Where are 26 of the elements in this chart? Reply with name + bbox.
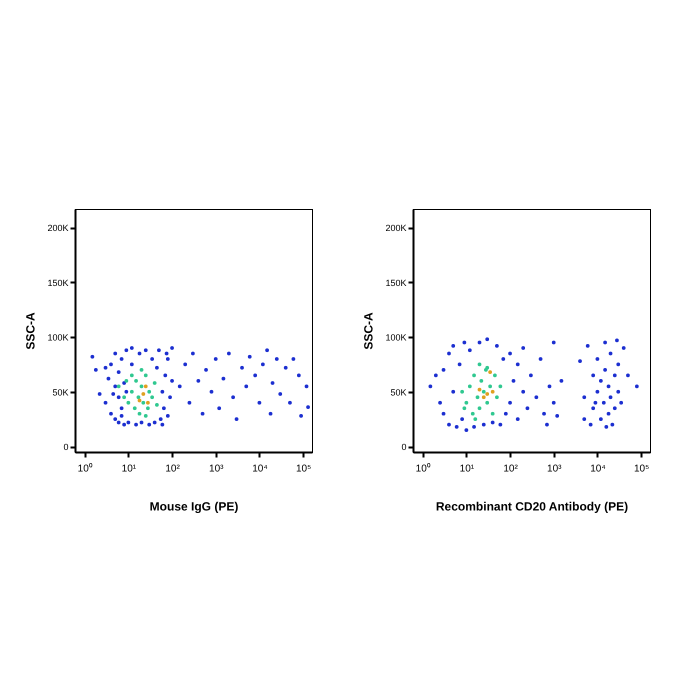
y-tick-label: 150K [47, 278, 68, 288]
y-tick-label: 0 [63, 442, 68, 452]
x-tick-label: 10³ [547, 464, 562, 474]
y-tick-label: 0 [401, 442, 406, 452]
x-tick-label: 10⁵ [296, 464, 312, 474]
y-axis-title: SSC-A [23, 312, 38, 350]
x-tick-label: 10⁰ [78, 462, 93, 474]
x-axis-title: Recombinant CD20 Antibody (PE) [436, 500, 628, 514]
x-axis-title: Mouse IgG (PE) [150, 500, 238, 514]
y-tick-label: 100K [385, 332, 406, 343]
y-tick-label: 150K [385, 278, 406, 288]
x-tick-label: 10³ [209, 464, 224, 474]
y-tick-label: 50K [390, 387, 406, 398]
y-tick-label: 100K [47, 332, 68, 343]
x-tick-label: 10⁵ [634, 464, 650, 474]
y-tick-label: 200K [47, 223, 68, 234]
x-tick-label: 10² [503, 464, 518, 474]
x-tick-label: 10⁰ [416, 462, 431, 474]
x-tick-label: 10⁴ [590, 464, 606, 474]
x-tick-label: 10¹ [122, 464, 137, 474]
x-tick-label: 10² [165, 464, 180, 474]
x-tick-label: 10⁴ [252, 464, 268, 474]
y-tick-label: 200K [385, 223, 406, 234]
y-axis-title: SSC-A [361, 312, 376, 350]
y-tick-label: 50K [52, 387, 68, 398]
x-tick-label: 10¹ [460, 464, 475, 474]
